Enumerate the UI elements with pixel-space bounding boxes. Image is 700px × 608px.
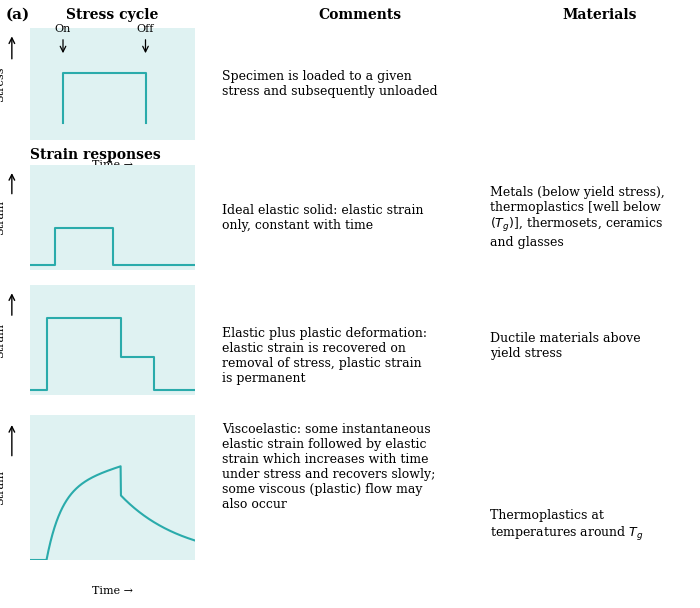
Text: Ideal elastic solid: elastic strain
only, constant with time: Ideal elastic solid: elastic strain only… bbox=[222, 204, 424, 232]
Text: On: On bbox=[55, 24, 71, 33]
Text: Ductile materials above
yield stress: Ductile materials above yield stress bbox=[490, 331, 640, 359]
Text: Off: Off bbox=[136, 24, 154, 33]
Text: Elastic plus plastic deformation:
elastic strain is recovered on
removal of stre: Elastic plus plastic deformation: elasti… bbox=[222, 327, 427, 385]
Text: Comments: Comments bbox=[318, 8, 402, 22]
Text: Strain: Strain bbox=[0, 470, 6, 505]
Text: Strain: Strain bbox=[0, 200, 6, 235]
Text: Stress cycle: Stress cycle bbox=[66, 8, 159, 22]
Text: Thermoplastics at
temperatures around $T_g$: Thermoplastics at temperatures around $T… bbox=[490, 510, 644, 542]
Text: Stress: Stress bbox=[0, 66, 6, 102]
Text: Specimen is loaded to a given
stress and subsequently unloaded: Specimen is loaded to a given stress and… bbox=[222, 70, 438, 98]
Text: (a): (a) bbox=[6, 8, 30, 22]
Text: Time →: Time → bbox=[92, 160, 133, 170]
Text: Time →: Time → bbox=[92, 586, 133, 596]
Text: Time →: Time → bbox=[92, 289, 133, 299]
Text: Strain responses: Strain responses bbox=[30, 148, 161, 162]
Text: Metals (below yield stress),
thermoplastics [well below
$(T_g)$], thermosets, ce: Metals (below yield stress), thermoplast… bbox=[490, 186, 665, 249]
Text: Materials: Materials bbox=[563, 8, 637, 22]
Text: Viscoelastic: some instantaneous
elastic strain followed by elastic
strain which: Viscoelastic: some instantaneous elastic… bbox=[222, 423, 435, 511]
Text: Time →: Time → bbox=[92, 415, 133, 425]
Text: Strain: Strain bbox=[0, 322, 6, 358]
